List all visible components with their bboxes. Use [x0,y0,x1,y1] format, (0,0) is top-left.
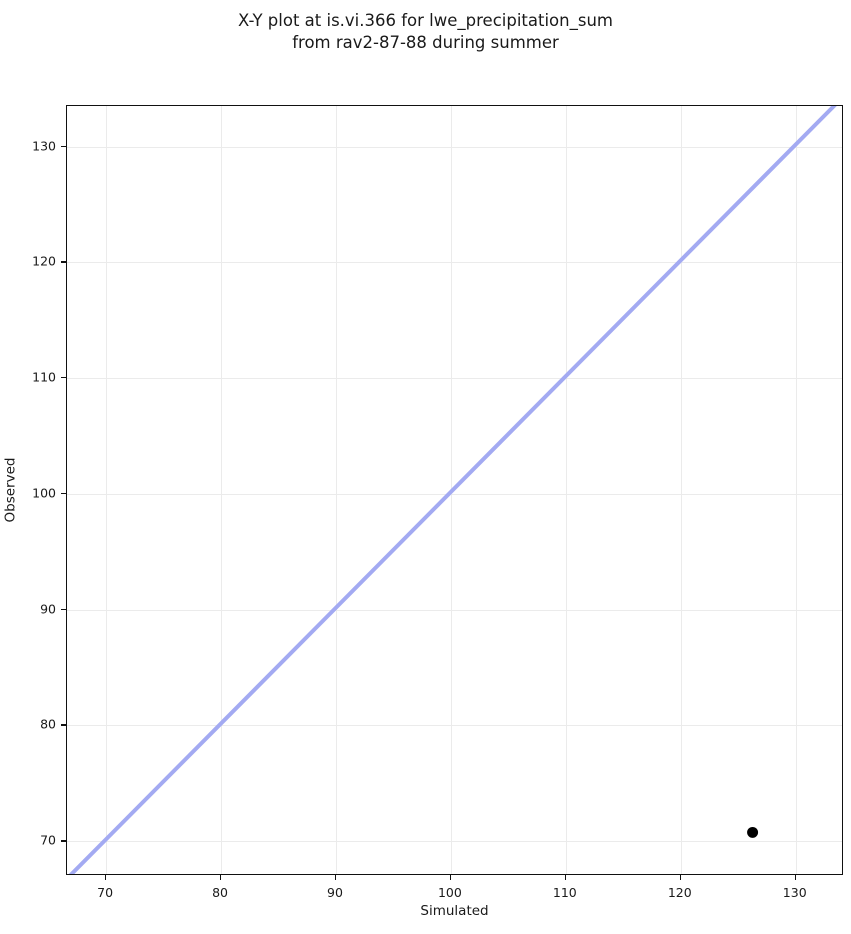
x-tick-label: 100 [437,885,462,900]
x-tick-label: 110 [552,885,577,900]
data-point-marker [747,826,759,838]
y-tick-mark [61,608,66,610]
gridline-horizontal [67,378,842,380]
x-tick-label: 80 [212,885,228,900]
gridline-vertical [106,106,108,874]
x-tick-mark [105,875,107,880]
y-axis-label-text: Observed [2,457,19,523]
y-axis-label: Observed [0,105,20,875]
x-tick-mark [794,875,797,880]
gridline-horizontal [67,609,842,611]
x-tick-label: 120 [667,885,692,900]
gridline-horizontal [67,841,842,843]
y-tick-mark [61,840,66,842]
y-tick-label: 80 [40,716,56,732]
gridline-vertical [565,106,567,874]
y-tick-mark [61,377,66,379]
x-tick-mark [449,875,452,880]
one-to-one-reference-line [68,106,837,874]
y-tick-label: 100 [32,485,56,501]
gridline-horizontal [67,262,842,264]
x-tick-mark [220,875,222,880]
gridline-vertical [335,106,337,874]
x-tick-label: 70 [97,885,114,900]
y-tick-mark [61,261,66,263]
x-tick-label: 130 [782,885,807,900]
gridline-vertical [680,106,682,874]
x-tick-mark [564,875,567,880]
y-tick-mark [61,145,66,147]
gridline-horizontal [67,725,842,727]
gridline-horizontal [67,493,842,495]
gridline-horizontal [67,146,842,148]
y-tick-label: 120 [32,253,56,269]
x-axis-label: Simulated [420,903,489,919]
x-tick-mark [334,875,337,880]
gridline-vertical [795,106,797,874]
series-layer [68,106,837,874]
x-tick-label: 90 [327,885,343,900]
y-tick-label: 110 [32,369,56,385]
plot-area [66,105,843,875]
y-tick-label: 90 [40,601,56,617]
y-tick-mark [61,492,66,495]
x-tick-mark [679,875,682,880]
gridline-vertical [221,106,223,874]
chart-title: X-Y plot at is.vi.366 for lwe_precipitat… [238,11,613,52]
y-tick-label: 70 [40,832,56,848]
y-tick-mark [61,724,66,726]
y-tick-label: 130 [32,138,56,154]
